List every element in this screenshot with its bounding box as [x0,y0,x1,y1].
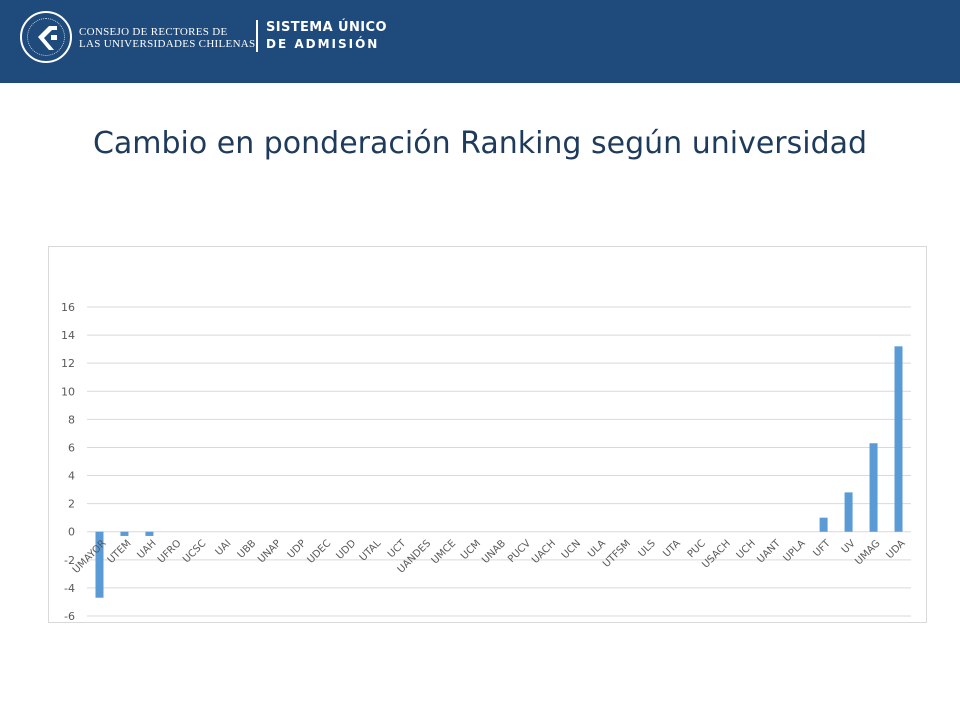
bar [145,531,154,536]
x-tick-label: UNAB [480,538,508,566]
y-tick-label: 6 [68,441,75,454]
x-tick-label: UMAG [853,538,882,567]
x-tick-label: UMCE [430,538,458,566]
x-tick-label: UTEM [106,538,134,566]
cruch-seal-icon [20,11,72,63]
x-tick-label: PUCV [506,538,533,565]
org-name-line-2: LAS UNIVERSIDADES CHILENAS [79,38,256,50]
x-tick-label: UCN [560,538,583,561]
y-tick-label: -2 [64,554,75,567]
x-tick-label: UCSC [181,538,208,565]
y-tick-label: 10 [61,385,75,398]
x-tick-label: UACH [530,538,558,566]
y-tick-label: -6 [64,610,75,623]
bar [869,443,878,532]
y-tick-label: 0 [68,526,75,539]
system-name-line-2: DE ADMISIÓN [266,37,380,51]
org-name-line-1: CONSEJO DE RECTORES DE [79,26,228,38]
bar [844,492,853,532]
logo-mark-icon [38,26,57,50]
y-tick-label: 8 [68,413,75,426]
system-name-line-1: SISTEMA ÚNICO [266,20,387,35]
x-tick-label: UDA [885,538,908,561]
x-tick-label: UV [840,538,858,556]
x-tick-label: ULS [637,538,658,559]
bar [120,531,129,536]
x-tick-label: UTFSM [601,538,633,570]
header-divider [256,20,258,52]
y-tick-label: 12 [61,357,75,370]
x-tick-label: UANT [755,537,783,565]
x-tick-label: UDEC [306,538,334,566]
x-tick-label: UDD [334,538,358,562]
bar [894,346,903,532]
x-tick-label: ULA [586,538,608,560]
chart-frame: -6 -4 -2 0 2 4 6 8 10 12 14 16 UMAYOR UTEM UAH UFRO UCSC… [48,246,927,623]
bar [819,517,828,532]
x-tick-label: USACH [700,538,733,571]
x-tick-label: UFRO [156,538,184,566]
x-tick-label: UFT [812,537,834,559]
header-bar: CONSEJO DE RECTORES DE LAS UNIVERSIDADES… [0,0,960,83]
y-tick-label: 2 [68,498,75,511]
page-title: Cambio en ponderación Ranking según univ… [92,126,868,161]
y-tick-label: 16 [61,301,75,314]
x-tick-label: PUC [686,538,708,560]
x-tick-label: UAI [214,538,234,558]
x-tick-label: UTA [661,538,683,560]
y-tick-label: 14 [61,329,75,342]
x-tick-label: UNAP [256,538,283,565]
bar [95,531,104,598]
y-tick-label: -4 [64,582,75,595]
y-tick-label: 4 [68,470,75,483]
